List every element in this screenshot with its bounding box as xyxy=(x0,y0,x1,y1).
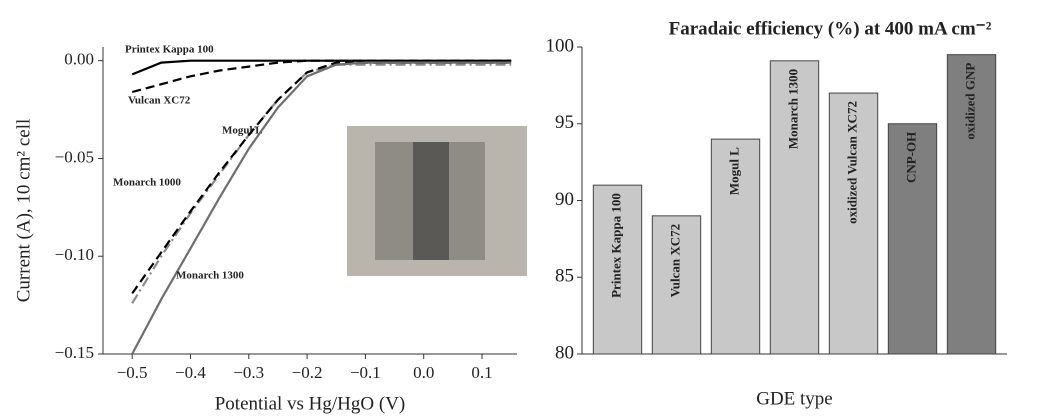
bar xyxy=(710,138,761,355)
bar-label: Vulcan XC72 xyxy=(667,224,682,298)
y-tick-label: 85 xyxy=(555,266,574,287)
bar xyxy=(651,215,702,355)
x-tick-label: −0.3 xyxy=(233,363,264,382)
y-tick-label: −0.05 xyxy=(55,147,94,166)
x-tick-label: 0.1 xyxy=(471,363,492,382)
bar-label: Printex Kappa 100 xyxy=(608,193,623,298)
curve-label: Monarch 1000 xyxy=(113,177,181,189)
y-tick-label: 100 xyxy=(546,35,575,56)
bar xyxy=(592,184,643,355)
y-axis-label: Current (A), 10 cm² cell xyxy=(13,119,34,303)
bar-label: oxidized Vulcan XC72 xyxy=(844,101,859,224)
y-tick-label: 0.00 xyxy=(64,50,94,69)
bar xyxy=(828,92,879,355)
bar-label: Mogul L xyxy=(726,147,741,195)
bar xyxy=(769,60,820,355)
curve-label: Monarch 1300 xyxy=(176,270,244,282)
bar xyxy=(887,123,938,355)
x-tick-label: −0.5 xyxy=(117,363,148,382)
curve xyxy=(131,59,512,94)
bar-label: oxidized GNP xyxy=(962,63,977,140)
curve-label: Vulcan XC72 xyxy=(128,95,191,107)
y-tick-label: −0.15 xyxy=(55,343,94,362)
x-tick-label: −0.2 xyxy=(292,363,323,382)
x-tick-label: 0.0 xyxy=(413,363,434,382)
curve xyxy=(131,59,512,76)
x-tick-label: −0.4 xyxy=(175,363,206,382)
x-tick-label: −0.1 xyxy=(350,363,381,382)
x-axis-label: GDE type xyxy=(756,388,833,409)
photo-stack xyxy=(413,142,449,260)
curve xyxy=(131,61,512,355)
chart-title: Faradaic efficiency (%) at 400 mA cm⁻² xyxy=(669,18,992,39)
y-tick-label: 90 xyxy=(555,189,574,210)
bar-label: Monarch 1300 xyxy=(785,69,800,149)
x-axis-label: Potential vs Hg/HgO (V) xyxy=(215,393,406,414)
curve-label: Printex Kappa 100 xyxy=(125,44,214,56)
y-tick-label: 80 xyxy=(555,342,574,363)
curve-label: Mogul L xyxy=(222,125,263,137)
y-tick-label: −0.10 xyxy=(55,245,94,264)
bar xyxy=(946,54,997,355)
bar-label: CNP-OH xyxy=(903,132,918,183)
y-tick-label: 95 xyxy=(555,112,574,133)
